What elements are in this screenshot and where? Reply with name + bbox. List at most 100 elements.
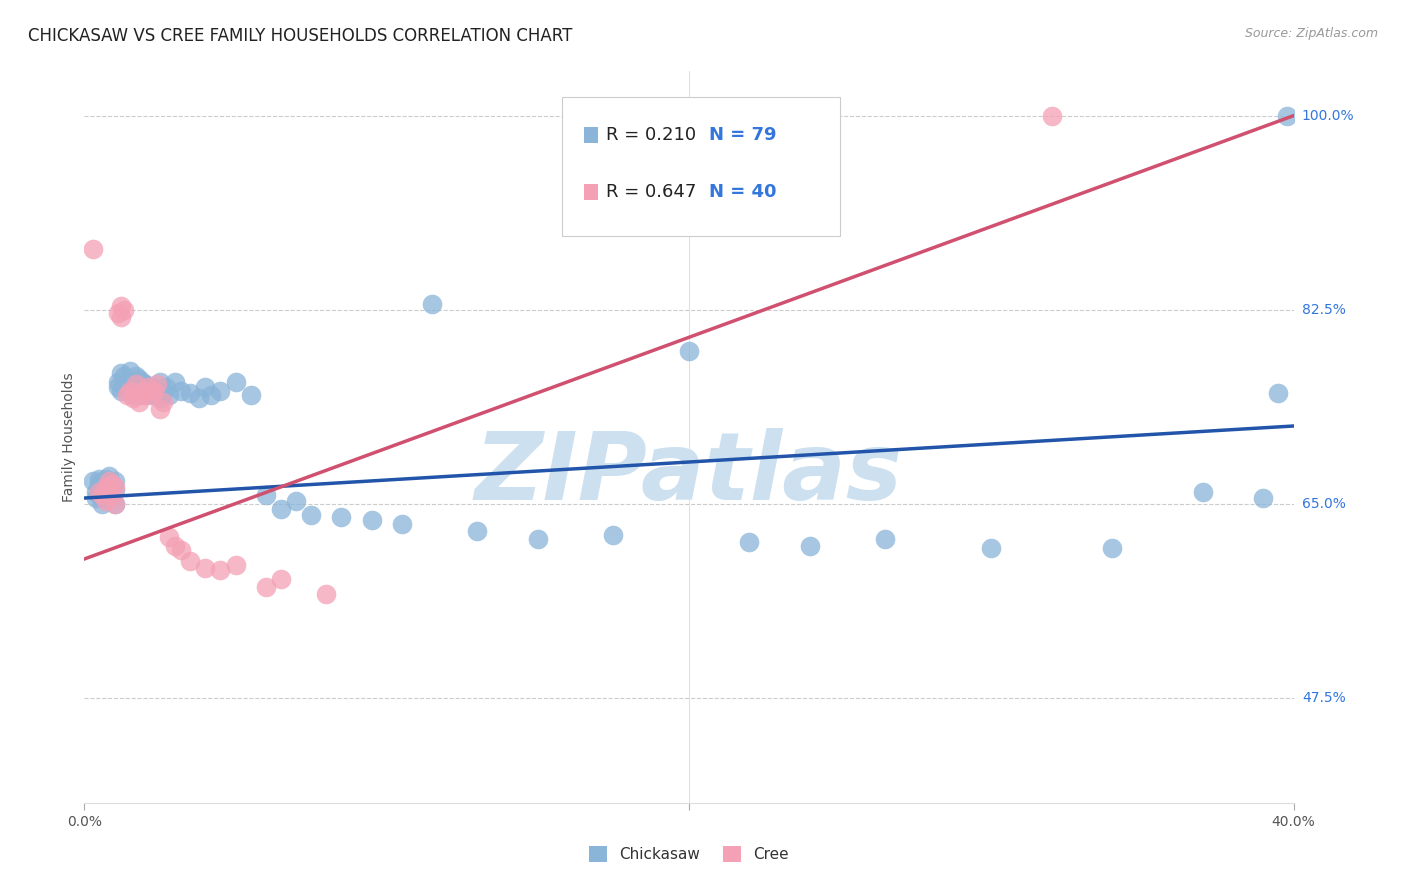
Text: R = 0.647: R = 0.647 [606, 183, 696, 201]
Point [136, 380, 159, 394]
Point [1277, 109, 1299, 123]
Point [188, 392, 211, 406]
Point [89, 480, 111, 494]
Text: 65.0%: 65.0% [1302, 497, 1346, 510]
Text: Source: ZipAtlas.com: Source: ZipAtlas.com [1244, 27, 1378, 40]
Point [110, 384, 132, 398]
Point [91, 488, 114, 502]
Point [82, 475, 104, 489]
Point [128, 394, 150, 409]
Point [104, 475, 127, 489]
Point [799, 539, 821, 553]
Point [1267, 385, 1289, 400]
Point [100, 488, 122, 502]
Point [157, 388, 180, 402]
Point [125, 376, 148, 391]
Point [146, 384, 169, 398]
Point [330, 509, 353, 524]
Point [100, 476, 122, 491]
Point [875, 532, 897, 546]
Point [209, 563, 232, 577]
Point [270, 502, 292, 516]
Point [152, 385, 174, 400]
Bar [583, 127, 599, 143]
Point [104, 497, 127, 511]
Legend: Chickasaw, Cree: Chickasaw, Cree [582, 840, 796, 868]
Point [678, 343, 700, 358]
Point [142, 388, 165, 402]
Point [149, 402, 172, 417]
Point [121, 388, 143, 402]
Point [170, 543, 193, 558]
Text: ZIPatlas: ZIPatlas [475, 427, 903, 520]
Point [1101, 541, 1123, 555]
Point [527, 532, 550, 546]
Point [134, 388, 156, 402]
Point [82, 242, 104, 256]
Point [97, 476, 120, 491]
Point [254, 488, 277, 502]
Text: CHICKASAW VS CREE FAMILY HOUSEHOLDS CORRELATION CHART: CHICKASAW VS CREE FAMILY HOUSEHOLDS CORR… [28, 27, 572, 45]
Point [107, 375, 129, 389]
Point [209, 384, 232, 398]
Point [110, 366, 132, 380]
Point [194, 561, 217, 575]
Point [360, 513, 382, 527]
Point [89, 488, 111, 502]
Point [97, 475, 120, 489]
Point [170, 384, 193, 398]
Point [136, 385, 159, 400]
Point [194, 380, 217, 394]
Text: N = 40: N = 40 [709, 183, 776, 201]
Text: R = 0.210: R = 0.210 [606, 126, 696, 144]
Point [112, 302, 135, 317]
Point [134, 376, 156, 391]
Point [1040, 109, 1063, 123]
Point [91, 475, 114, 489]
Point [1253, 491, 1275, 505]
Point [225, 375, 247, 389]
Point [97, 485, 120, 500]
Point [94, 491, 117, 505]
Point [270, 572, 292, 586]
Point [200, 388, 222, 402]
Point [152, 394, 174, 409]
Point [678, 109, 700, 123]
Point [91, 497, 114, 511]
Point [97, 485, 120, 500]
Point [149, 392, 172, 406]
Point [155, 380, 177, 394]
Point [125, 380, 148, 394]
Point [91, 485, 114, 500]
Point [602, 527, 624, 541]
Point [179, 385, 201, 400]
Point [110, 310, 132, 325]
Point [157, 530, 180, 544]
Point [125, 369, 148, 384]
Point [128, 372, 150, 386]
Point [146, 376, 169, 391]
Point [165, 539, 187, 553]
Point [254, 580, 277, 594]
Point [112, 369, 135, 384]
Bar [583, 184, 599, 200]
Point [86, 491, 108, 505]
Point [225, 558, 247, 572]
Point [121, 375, 143, 389]
Point [86, 485, 108, 500]
Point [100, 480, 122, 494]
Point [104, 483, 127, 498]
Text: 82.5%: 82.5% [1302, 302, 1346, 317]
Point [89, 476, 111, 491]
Point [134, 384, 156, 398]
Point [89, 485, 111, 500]
Point [139, 380, 162, 394]
Point [391, 516, 413, 531]
Point [94, 480, 117, 494]
Point [97, 468, 120, 483]
Point [1192, 485, 1215, 500]
Point [467, 524, 489, 539]
FancyBboxPatch shape [562, 97, 841, 235]
Point [118, 363, 141, 377]
Point [131, 384, 153, 398]
